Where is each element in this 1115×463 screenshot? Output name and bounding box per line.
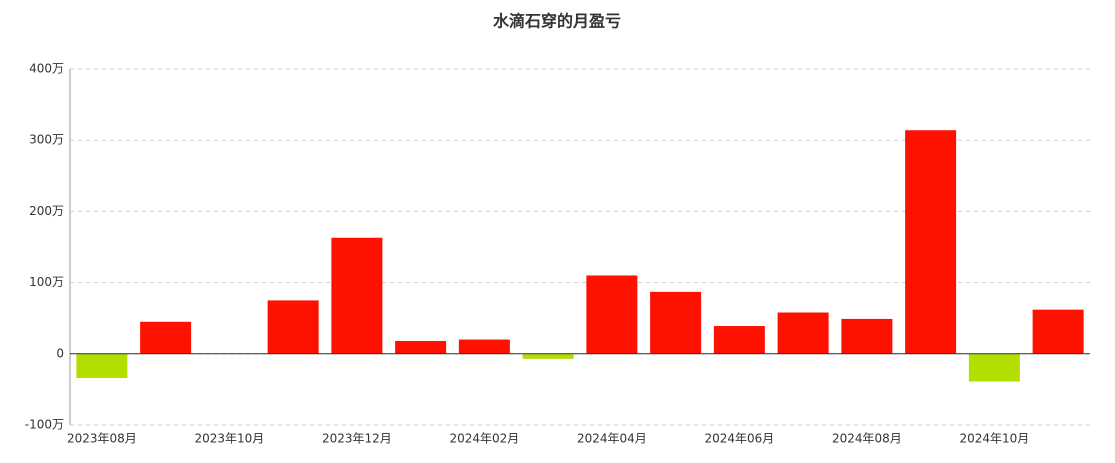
bar (458, 339, 510, 354)
chart-title: 水滴石穿的月盈亏 (493, 12, 621, 31)
y-tick-label: 300万 (29, 133, 64, 147)
bar (650, 291, 702, 354)
x-tick-label: 2023年10月 (194, 432, 264, 446)
y-tick-label: 400万 (29, 62, 64, 76)
y-tick-label: 100万 (29, 275, 64, 289)
bar (140, 321, 192, 354)
y-tick-label: 0 (56, 346, 64, 360)
x-tick-label: 2024年08月 (832, 432, 902, 446)
x-tick-label: 2024年02月 (449, 432, 519, 446)
bar (76, 353, 128, 379)
bar (522, 353, 574, 359)
x-tick-label: 2023年12月 (322, 432, 392, 446)
bar (841, 318, 893, 354)
y-tick-label: -100万 (25, 418, 64, 432)
bar (777, 312, 829, 354)
bar (968, 353, 1020, 382)
bar (395, 340, 447, 354)
bar (1032, 309, 1084, 354)
bar (713, 326, 765, 354)
bar (905, 130, 957, 354)
x-tick-label: 2024年10月 (959, 432, 1029, 446)
bar (586, 275, 638, 354)
bar (331, 237, 383, 354)
bar (267, 300, 319, 354)
x-tick-label: 2024年06月 (704, 432, 774, 446)
x-tick-label: 2024年04月 (577, 432, 647, 446)
x-tick-label: 2023年08月 (67, 432, 137, 446)
y-tick-label: 200万 (29, 204, 64, 218)
